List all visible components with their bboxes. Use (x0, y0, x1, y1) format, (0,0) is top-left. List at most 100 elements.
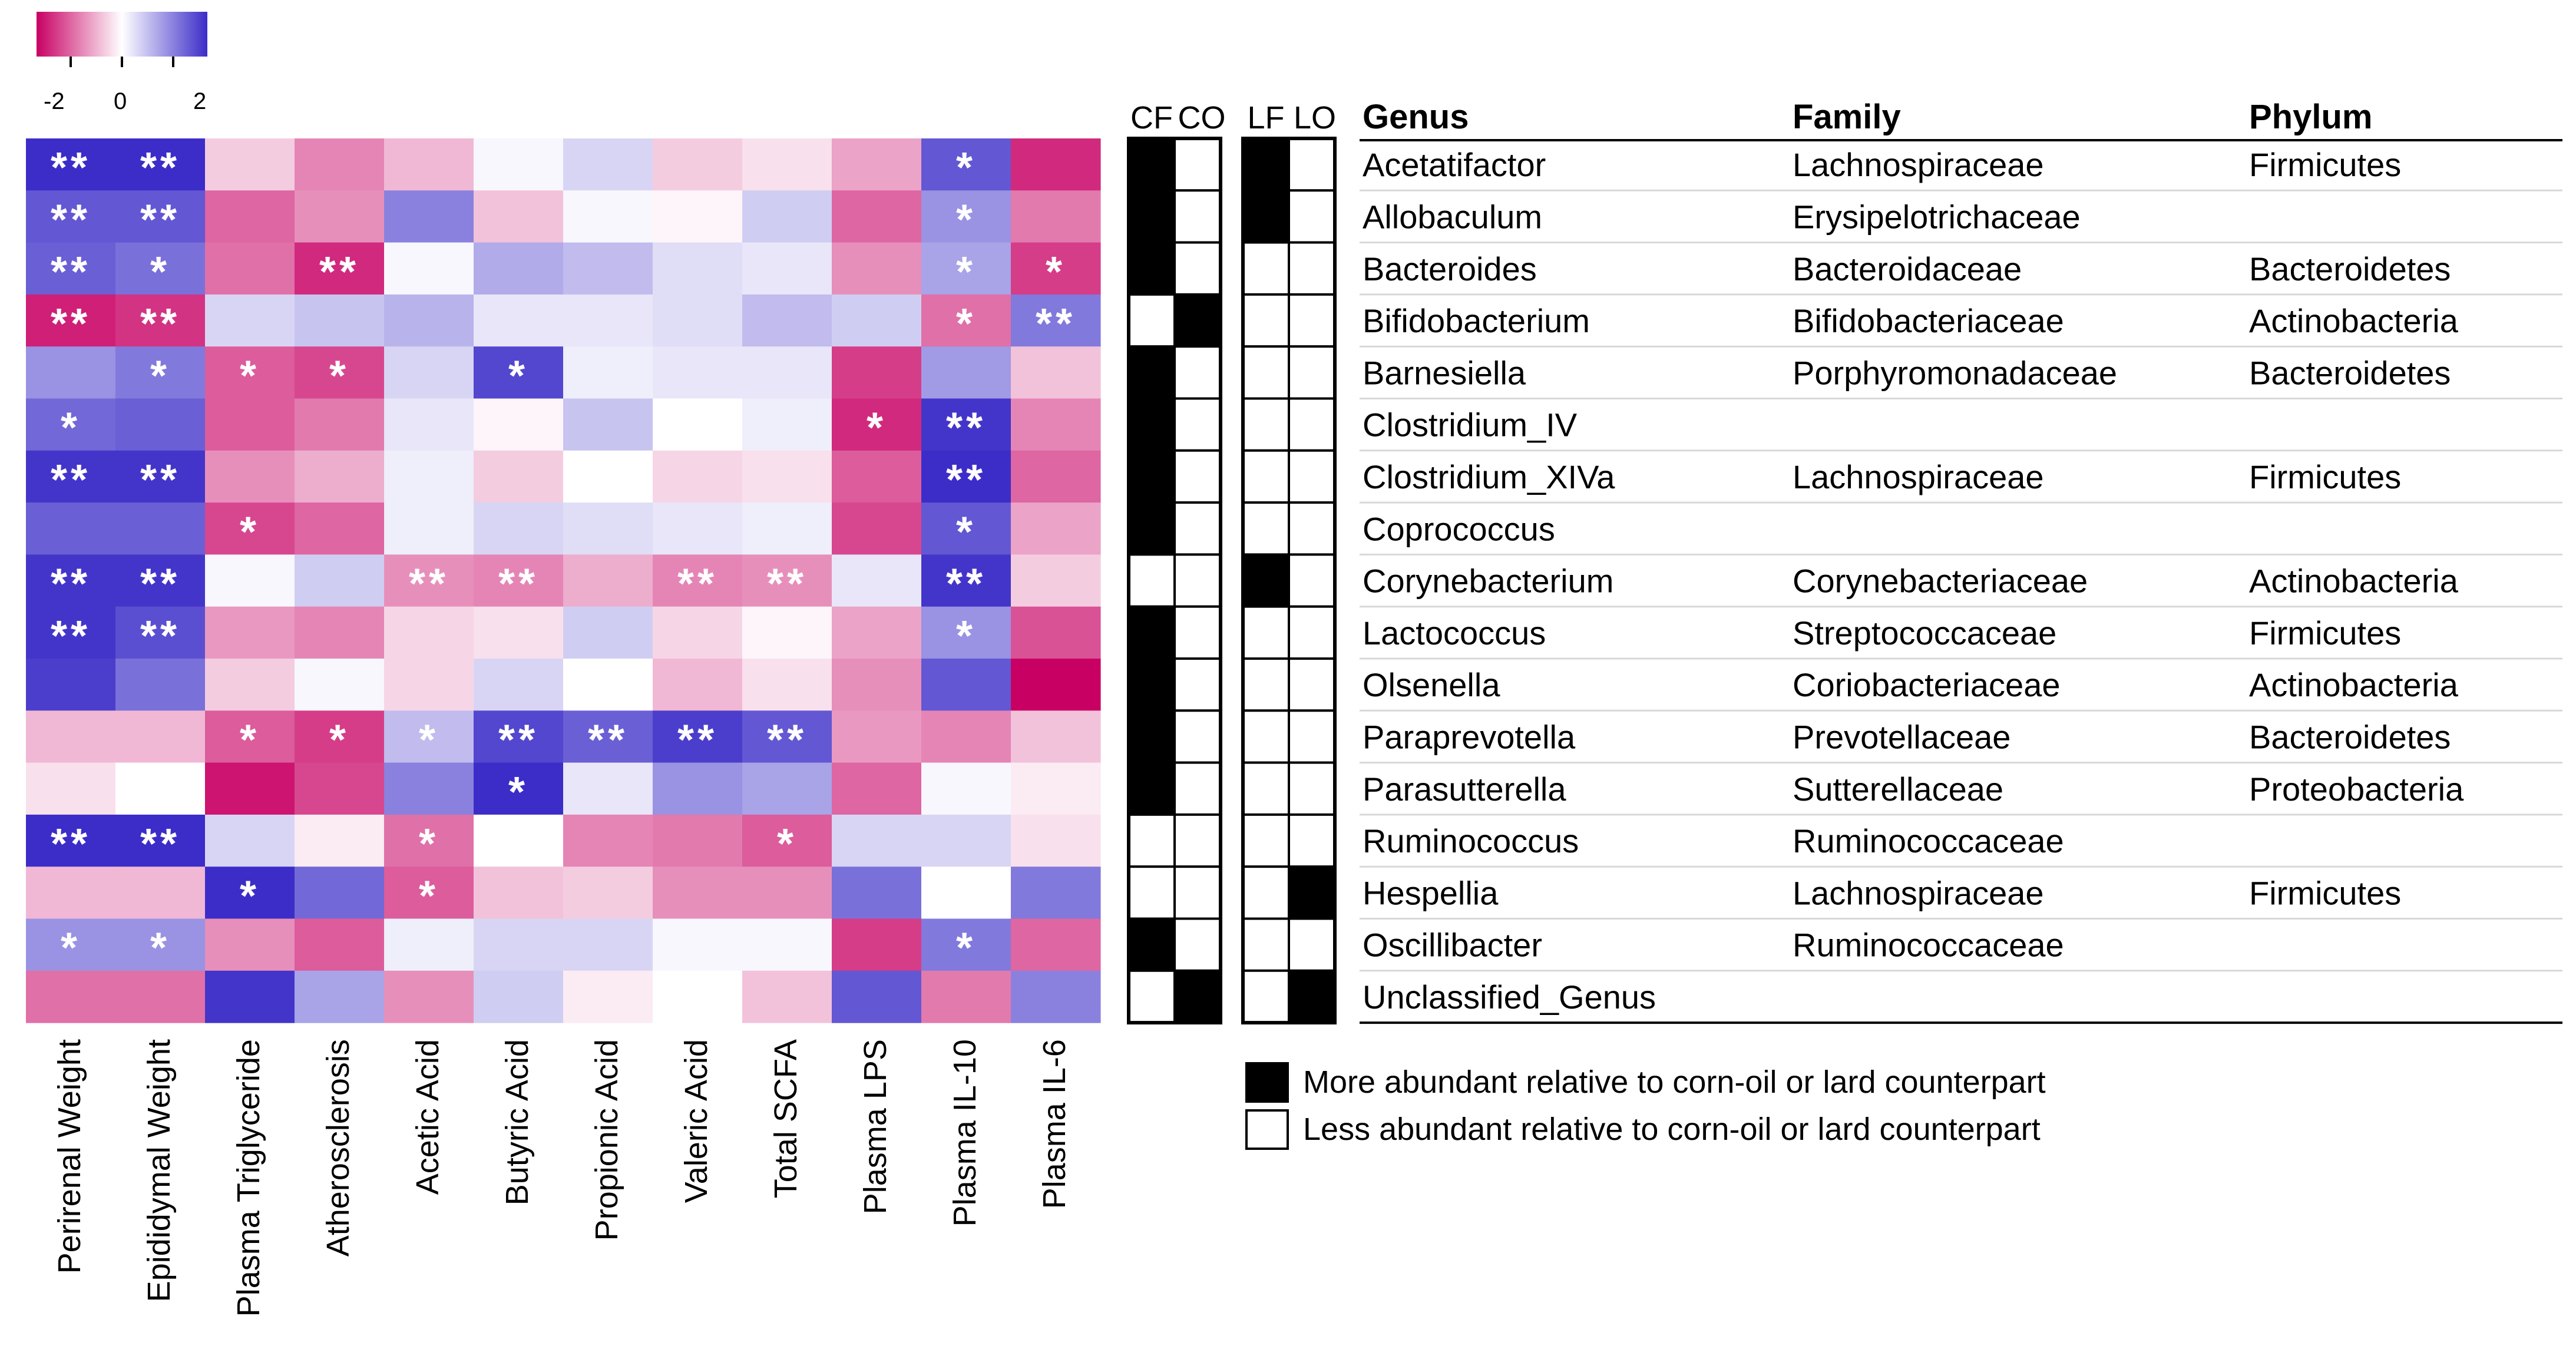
abundance-box (1288, 917, 1336, 972)
heatmap-cell (742, 710, 832, 763)
taxonomy-genus-cell: Corynebacterium (1363, 563, 1613, 600)
heatmap-cell (115, 606, 206, 659)
abundance-box (1288, 449, 1336, 504)
heatmap-cell (1011, 867, 1101, 920)
heatmap-cell (26, 970, 116, 1023)
heatmap-cell (742, 970, 832, 1023)
significance-marker: ** (140, 144, 180, 191)
heatmap-cell (26, 606, 116, 659)
taxonomy-rows: Acetatifactor Lachnospiraceae Firmicutes Al… (1360, 146, 2562, 1024)
heatmap-cell (115, 294, 206, 347)
abundance-box (1288, 605, 1336, 660)
abundance-box (1173, 709, 1222, 764)
heatmap-column-label: Plasma IL-6 (1037, 1039, 1072, 1209)
heatmap-cell (563, 710, 653, 763)
taxonomy-family-cell: Streptococcaceae (1793, 614, 2056, 652)
heatmap-cell (653, 138, 743, 191)
heatmap-cell (921, 606, 1011, 659)
heatmap-cell (563, 242, 653, 295)
taxonomy-table: Genus Family Phylum Acetatifactor Lachnos… (1360, 98, 2562, 1024)
abundance-box (1242, 501, 1290, 556)
heatmap-cell (115, 450, 206, 503)
significance-marker: ** (140, 561, 180, 608)
abundance-box (1288, 345, 1336, 400)
heatmap-cell (742, 138, 832, 191)
heatmap-cell (832, 554, 922, 607)
taxonomy-phylum-cell: Firmicutes (2249, 146, 2401, 183)
heatmap-cell (384, 867, 474, 920)
significance-marker: ** (1036, 300, 1076, 348)
abundance-box (1173, 137, 1222, 192)
heatmap-cell (742, 190, 832, 243)
abundance-box (1127, 501, 1176, 556)
significance-marker: * (508, 769, 528, 816)
taxonomy-phylum-cell: Actinobacteria (2249, 563, 2459, 600)
taxonomy-genus-cell: Oscillibacter (1363, 927, 1542, 964)
comparison-header-cf: CF (1130, 100, 1173, 135)
heatmap-cell (474, 398, 564, 451)
color-scale-tick-label: -2 (44, 88, 65, 114)
heatmap-cell (742, 242, 832, 295)
heatmap-cell (1011, 190, 1101, 243)
heatmap-cell (653, 294, 743, 347)
taxonomy-genus-cell: Allobaculum (1363, 198, 1542, 235)
heatmap-cell (921, 346, 1011, 399)
heatmap-cell (653, 502, 743, 555)
taxonomy-genus-cell: Paraprevotella (1363, 718, 1576, 755)
significance-marker: ** (51, 457, 91, 504)
heatmap-cell (205, 814, 295, 867)
heatmap-cell (742, 762, 832, 815)
heatmap-cell (295, 450, 385, 503)
abundance-box (1127, 865, 1176, 920)
taxonomy-phylum-cell: Firmicutes (2249, 614, 2401, 652)
heatmap-cell (832, 450, 922, 503)
abundance-box (1173, 761, 1222, 816)
heatmap-cell (832, 970, 922, 1023)
abundance-box (1242, 709, 1290, 764)
abundance-box (1127, 709, 1176, 764)
abundance-box (1173, 917, 1222, 972)
color-scale-tick-label: 0 (114, 88, 127, 114)
significance-marker: * (150, 925, 170, 972)
significance-marker: ** (767, 716, 807, 763)
heatmap-cell (474, 918, 564, 971)
significance-marker: * (508, 352, 528, 399)
heatmap-cell (295, 502, 385, 555)
heatmap-cell (26, 659, 116, 711)
taxonomy-phylum-cell: Proteobacteria (2249, 771, 2464, 808)
heatmap-column-label: Propionic Acid (589, 1039, 624, 1241)
abundance-box (1288, 293, 1336, 348)
heatmap-cell (474, 346, 564, 399)
taxonomy-genus-cell: Clostridium_XIVa (1363, 458, 1615, 495)
significance-marker: ** (767, 561, 807, 608)
significance-marker: * (240, 352, 260, 399)
taxonomy-phylum-cell: Actinobacteria (2249, 666, 2459, 703)
heatmap-cell (1011, 294, 1101, 347)
heatmap-cell (1011, 398, 1101, 451)
heatmap-cell (653, 450, 743, 503)
heatmap-cell (474, 138, 564, 191)
heatmap-cell (205, 554, 295, 607)
significance-marker: * (867, 405, 887, 452)
abundance-legend: More abundant relative to corn-oil or la… (1245, 1062, 2046, 1150)
heatmap-cell (295, 762, 385, 815)
heatmap-cell (563, 346, 653, 399)
heatmap-cell (295, 659, 385, 711)
legend-less-swatch (1245, 1109, 1289, 1150)
abundance-box (1242, 605, 1290, 660)
heatmap-cell (832, 242, 922, 295)
heatmap-cell (653, 867, 743, 920)
comparison-headers: CF CO LF LO (1130, 100, 1336, 135)
abundance-box (1173, 553, 1222, 608)
abundance-grid-frame (1127, 137, 1222, 1025)
abundance-box (1288, 189, 1336, 244)
significance-marker: * (240, 508, 260, 555)
abundance-box (1288, 709, 1336, 764)
heatmap-cell (921, 138, 1011, 191)
heatmap-cell (384, 710, 474, 763)
heatmap-cell (295, 242, 385, 295)
legend-more-label: More abundant relative to corn-oil or la… (1303, 1064, 2046, 1100)
heatmap-cell (384, 554, 474, 607)
heatmap-cell (26, 867, 116, 920)
heatmap-cell (742, 294, 832, 347)
